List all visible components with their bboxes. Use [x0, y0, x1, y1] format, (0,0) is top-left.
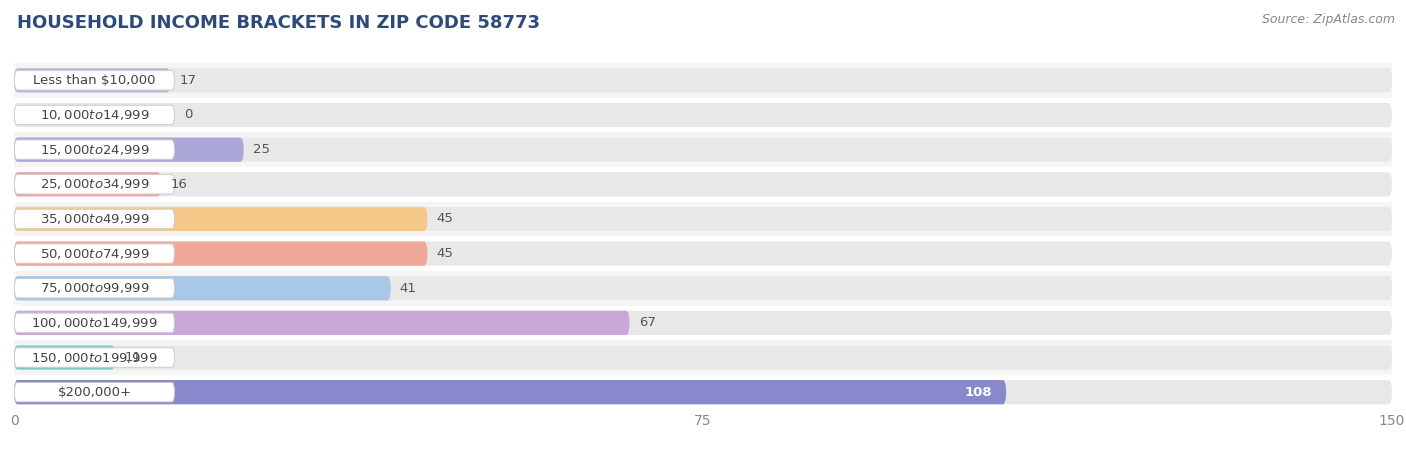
FancyBboxPatch shape — [14, 63, 1392, 98]
Text: $100,000 to $149,999: $100,000 to $149,999 — [31, 316, 157, 330]
FancyBboxPatch shape — [14, 236, 1392, 271]
Text: 0: 0 — [184, 108, 193, 122]
FancyBboxPatch shape — [14, 311, 630, 335]
FancyBboxPatch shape — [14, 172, 1392, 196]
FancyBboxPatch shape — [14, 313, 174, 333]
Text: 67: 67 — [638, 316, 655, 329]
FancyBboxPatch shape — [14, 103, 1392, 127]
Text: 45: 45 — [437, 212, 454, 225]
Text: Less than $10,000: Less than $10,000 — [34, 74, 156, 87]
FancyBboxPatch shape — [14, 311, 1392, 335]
FancyBboxPatch shape — [14, 348, 174, 367]
Text: $200,000+: $200,000+ — [58, 386, 131, 399]
FancyBboxPatch shape — [14, 202, 1392, 236]
Text: HOUSEHOLD INCOME BRACKETS IN ZIP CODE 58773: HOUSEHOLD INCOME BRACKETS IN ZIP CODE 58… — [17, 14, 540, 32]
FancyBboxPatch shape — [14, 242, 1392, 266]
Text: 16: 16 — [170, 178, 187, 191]
FancyBboxPatch shape — [14, 207, 1392, 231]
Text: $150,000 to $199,999: $150,000 to $199,999 — [31, 351, 157, 364]
Text: 108: 108 — [965, 386, 993, 399]
FancyBboxPatch shape — [14, 68, 1392, 92]
FancyBboxPatch shape — [14, 276, 391, 300]
Text: $10,000 to $14,999: $10,000 to $14,999 — [39, 108, 149, 122]
FancyBboxPatch shape — [14, 132, 1392, 167]
FancyBboxPatch shape — [14, 140, 174, 159]
Text: $50,000 to $74,999: $50,000 to $74,999 — [39, 247, 149, 261]
Text: 11: 11 — [124, 351, 141, 364]
FancyBboxPatch shape — [14, 172, 162, 196]
FancyBboxPatch shape — [14, 105, 174, 125]
Text: 17: 17 — [180, 74, 197, 87]
FancyBboxPatch shape — [14, 98, 1392, 132]
FancyBboxPatch shape — [14, 167, 1392, 202]
FancyBboxPatch shape — [14, 375, 1392, 410]
FancyBboxPatch shape — [14, 380, 1392, 404]
FancyBboxPatch shape — [14, 346, 1392, 369]
FancyBboxPatch shape — [14, 380, 1007, 404]
Text: $25,000 to $34,999: $25,000 to $34,999 — [39, 177, 149, 191]
Text: $15,000 to $24,999: $15,000 to $24,999 — [39, 143, 149, 157]
FancyBboxPatch shape — [14, 138, 243, 162]
FancyBboxPatch shape — [14, 306, 1392, 340]
Text: 45: 45 — [437, 247, 454, 260]
Text: 25: 25 — [253, 143, 270, 156]
Text: 41: 41 — [399, 282, 416, 295]
FancyBboxPatch shape — [14, 346, 115, 369]
FancyBboxPatch shape — [14, 209, 174, 229]
Text: $75,000 to $99,999: $75,000 to $99,999 — [39, 281, 149, 295]
FancyBboxPatch shape — [14, 382, 174, 402]
FancyBboxPatch shape — [14, 242, 427, 266]
FancyBboxPatch shape — [14, 276, 1392, 300]
FancyBboxPatch shape — [14, 279, 174, 298]
FancyBboxPatch shape — [14, 244, 174, 263]
FancyBboxPatch shape — [14, 271, 1392, 306]
Text: $35,000 to $49,999: $35,000 to $49,999 — [39, 212, 149, 226]
FancyBboxPatch shape — [14, 138, 1392, 162]
FancyBboxPatch shape — [14, 340, 1392, 375]
Text: Source: ZipAtlas.com: Source: ZipAtlas.com — [1261, 14, 1395, 27]
FancyBboxPatch shape — [14, 71, 174, 90]
FancyBboxPatch shape — [14, 68, 170, 92]
FancyBboxPatch shape — [14, 207, 427, 231]
FancyBboxPatch shape — [14, 175, 174, 194]
